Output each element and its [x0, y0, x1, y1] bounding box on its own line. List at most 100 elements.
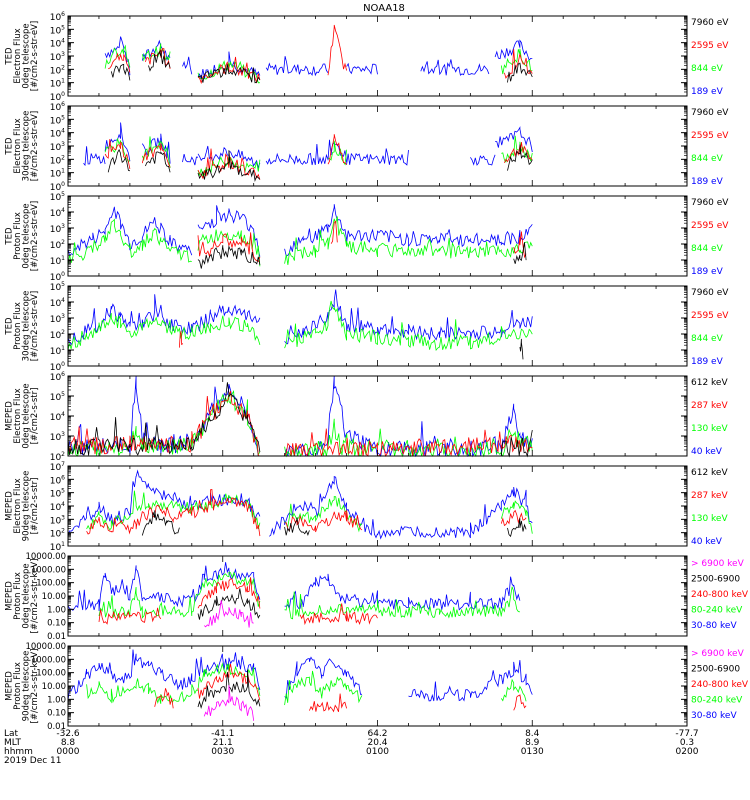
y-tick-label: 107: [50, 461, 65, 473]
x-tick-value: 21.1: [213, 738, 233, 748]
series-line: [67, 294, 261, 346]
y-tick-label: 106: [50, 11, 65, 23]
series-line: [507, 62, 533, 83]
series-240-800-kev: [98, 577, 378, 626]
legend-entry: 240-800 keV: [691, 680, 749, 690]
series-2595-ev: [179, 330, 183, 348]
x-tick-value: 8.9: [525, 738, 540, 748]
y-tick-label: 105: [50, 281, 65, 293]
y-tick-label: 104: [50, 411, 65, 423]
series-line: [197, 588, 261, 620]
series-line: [519, 338, 524, 360]
legend-entry: 7960 eV: [691, 288, 729, 298]
y-tick-label: 105: [50, 24, 65, 36]
legend-entry: 2595 eV: [691, 221, 729, 231]
series-line: [197, 245, 261, 269]
y-tick-label: 103: [50, 223, 65, 235]
y-tick-label: 104: [50, 128, 65, 140]
y-tick-label: 1000.00: [31, 565, 66, 575]
legend-entry: 844 eV: [691, 334, 724, 344]
series-line: [145, 151, 171, 173]
series-line: [284, 496, 363, 533]
legend-entry: 287 keV: [691, 491, 728, 501]
series-line: [327, 24, 347, 76]
y-axis-label-line: TED: [5, 47, 15, 66]
y-axis-label-line: 0deg telescope: [22, 563, 32, 628]
y-axis-label-line: [#/cm2-s-str]: [30, 388, 40, 445]
y-axis-label-line: 90deg telescope: [22, 651, 32, 722]
series-line: [148, 50, 171, 72]
series-line: [98, 607, 162, 625]
legend-entry: 189 eV: [691, 87, 724, 97]
y-tick-label: 102: [50, 528, 65, 540]
y-tick-label: 0.01: [47, 632, 66, 642]
series-line: [141, 133, 171, 164]
series-line: [203, 600, 254, 628]
series-line: [500, 500, 533, 534]
y-axis-label-line: 30deg telescope: [22, 111, 32, 182]
series-line: [268, 476, 533, 540]
series-line: [500, 430, 533, 458]
legend-entry: 30-80 keV: [691, 621, 737, 631]
y-tick-label: 103: [50, 514, 65, 526]
series-line: [501, 135, 533, 163]
y-tick-label: 102: [50, 64, 65, 76]
series-line: [284, 300, 533, 352]
y-axis-label-line: 90deg telescope: [22, 471, 32, 542]
x-tick-value: -77.7: [675, 729, 698, 739]
y-axis-label-line: Electron Flux: [13, 478, 23, 533]
series-2595-ev: [104, 134, 533, 180]
series--6900-kev: [203, 685, 255, 721]
legend-entry: 2500-6900: [691, 575, 740, 585]
y-tick-label: 106: [50, 474, 65, 486]
series-line: [507, 518, 527, 538]
legend-entry: 2595 eV: [691, 131, 729, 141]
x-tick-value: 0100: [366, 747, 389, 757]
legend-entry: 130 keV: [691, 424, 728, 434]
x-tick-value: 0130: [521, 747, 544, 757]
y-axis-label-line: Electron Flux: [13, 28, 23, 83]
series-line: [179, 330, 183, 348]
legend-entry: 7960 eV: [691, 198, 729, 208]
series-line: [108, 52, 131, 73]
series-40-kev: [67, 375, 533, 458]
y-tick-label: 102: [50, 239, 65, 251]
y-tick-label: 1000.00: [31, 655, 66, 665]
y-tick-label: 106: [50, 371, 65, 383]
x-tick-value: 0.3: [680, 738, 694, 748]
legend-entry: 40 keV: [691, 447, 723, 457]
series-line: [83, 146, 106, 167]
y-tick-label: 0.01: [47, 722, 66, 732]
series-line: [197, 577, 261, 609]
y-axis-label-line: TED: [5, 317, 15, 336]
y-tick-label: 105: [50, 488, 65, 500]
y-axis-label-line: [#/cm2-s-str-keV]: [30, 559, 40, 634]
y-tick-label: 102: [50, 154, 65, 166]
date-label: 2019 Dec 11: [4, 756, 62, 766]
y-axis-label-line: Proton Flux: [13, 212, 23, 260]
y-tick-label: 10000.00: [25, 642, 66, 652]
x-axis-labels: LatMLThhmm-32.68.80000-41.121.1003064.22…: [4, 729, 699, 766]
y-tick-label: 1.00: [47, 695, 66, 705]
y-axis-label-line: [#/cm2-s-str-keV]: [30, 649, 40, 724]
legend-entry: 844 eV: [691, 64, 724, 74]
series-line: [495, 126, 533, 153]
series-80-240-kev: [98, 571, 520, 620]
y-axis-label-line: 0deg telescope: [22, 383, 32, 448]
series-80-240-kev: [86, 662, 527, 706]
y-axis-label-line: Electron Flux: [13, 118, 23, 173]
legend-entry: 7960 eV: [691, 18, 729, 28]
series-line: [408, 660, 533, 702]
y-tick-label: 104: [50, 207, 65, 219]
y-tick-label: 100.00: [36, 579, 66, 589]
x-tick-value: 20.4: [367, 738, 387, 748]
panel-7: 0.01 0.10 1.00 10.00 100.00 1000.00 10000.00 ME…: [5, 552, 749, 642]
y-tick-label: 0.10: [47, 709, 66, 719]
y-axis-label-line: [#/cm2-s-str-eV]: [30, 111, 40, 181]
legend-entry: 844 eV: [691, 154, 724, 164]
series-line: [104, 36, 131, 76]
